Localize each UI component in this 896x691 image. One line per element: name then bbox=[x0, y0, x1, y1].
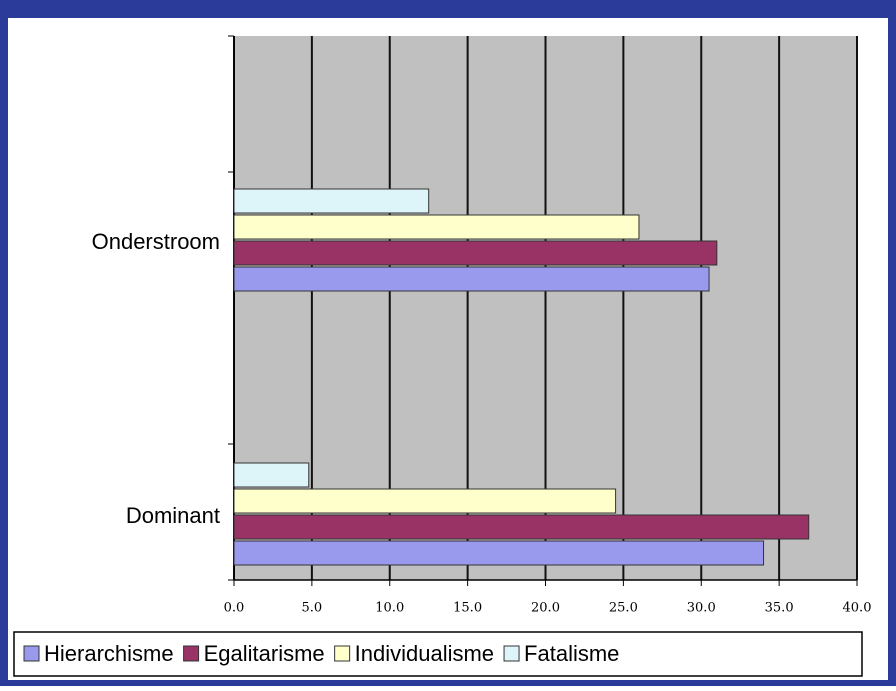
bar bbox=[233, 488, 617, 514]
x-tick-label: 20.0 bbox=[531, 601, 560, 616]
legend-swatch bbox=[334, 645, 351, 662]
x-tick-label: 5.0 bbox=[302, 601, 323, 616]
bar bbox=[233, 188, 430, 214]
x-tick-label: 0.0 bbox=[224, 601, 245, 616]
bar bbox=[233, 214, 640, 240]
bar bbox=[233, 540, 765, 566]
bar bbox=[233, 462, 310, 488]
legend-box bbox=[13, 631, 863, 677]
y-tick-label: Dominant bbox=[126, 503, 220, 528]
legend-swatch bbox=[183, 645, 200, 662]
bar bbox=[233, 514, 810, 540]
x-tick-label: 10.0 bbox=[375, 601, 404, 616]
x-tick-label: 35.0 bbox=[765, 601, 794, 616]
bar bbox=[233, 266, 710, 292]
x-tick-label: 30.0 bbox=[687, 601, 716, 616]
legend-label: Fatalisme bbox=[524, 641, 619, 666]
bar bbox=[233, 240, 718, 266]
x-tick-label: 15.0 bbox=[453, 601, 482, 616]
legend-label: Individualisme bbox=[355, 641, 494, 666]
legend-swatch bbox=[23, 645, 40, 662]
legend: Hierarchisme Egalitarisme Individualisme Fa… bbox=[13, 631, 863, 677]
legend-label: Egalitarisme bbox=[204, 641, 325, 666]
y-tick-label: Onderstroom bbox=[92, 229, 220, 254]
x-tick-label: 25.0 bbox=[609, 601, 638, 616]
x-tick-label: 40.0 bbox=[843, 601, 872, 616]
legend-label: Hierarchisme bbox=[44, 641, 174, 666]
legend-swatch bbox=[503, 645, 520, 662]
